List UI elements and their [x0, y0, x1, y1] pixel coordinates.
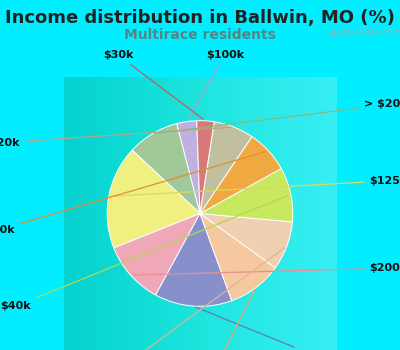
Text: City-Data.com: City-Data.com [338, 28, 400, 37]
Text: $50k: $50k [108, 248, 285, 350]
Text: Multirace residents: Multirace residents [124, 28, 276, 42]
Wedge shape [200, 214, 275, 301]
Wedge shape [177, 121, 200, 214]
Wedge shape [197, 121, 214, 214]
Text: $150k: $150k [192, 290, 255, 350]
Text: $100k: $100k [188, 50, 244, 119]
Wedge shape [114, 214, 200, 295]
Wedge shape [156, 214, 232, 306]
Text: $20k: $20k [0, 127, 231, 147]
Text: ●: ● [328, 28, 336, 38]
Text: $60k: $60k [0, 152, 266, 235]
Wedge shape [200, 136, 281, 214]
Wedge shape [132, 124, 200, 214]
Text: $40k: $40k [0, 195, 288, 311]
Text: $200k: $200k [133, 263, 400, 275]
Text: Income distribution in Ballwin, MO (%): Income distribution in Ballwin, MO (%) [5, 9, 395, 27]
Text: > $200k: > $200k [155, 99, 400, 133]
Wedge shape [107, 150, 200, 248]
Text: $30k: $30k [103, 50, 203, 119]
Text: $75k: $75k [196, 307, 330, 350]
Wedge shape [200, 122, 252, 214]
Wedge shape [200, 214, 292, 268]
Text: $125k: $125k [112, 176, 400, 196]
Wedge shape [200, 168, 293, 222]
